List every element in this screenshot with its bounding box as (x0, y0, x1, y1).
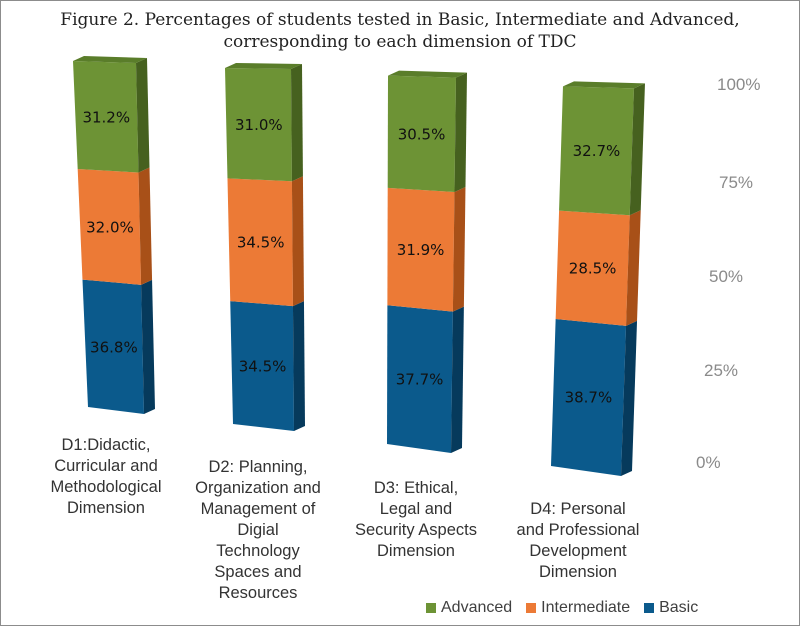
data-label-basic: 34.5% (239, 358, 287, 376)
data-label-basic: 38.7% (565, 389, 613, 407)
category-label: D4: Personal and Professional Development D… (498, 499, 658, 583)
data-label-intermediate: 34.5% (237, 234, 285, 252)
data-label-advanced: 30.5% (398, 125, 446, 143)
category-label-line: Organization and (195, 479, 321, 497)
category-label-line: D4: Personal (530, 500, 626, 518)
title-line-1: Figure 2. Percentages of students tested… (60, 10, 740, 30)
legend-item-basic: Basic (644, 599, 698, 617)
bar-top-face (73, 56, 147, 63)
category-label-line: Dimension (539, 563, 617, 581)
legend-swatch-intermediate (526, 602, 537, 613)
category-label-line: Dimension (377, 542, 455, 560)
y-tick-label: 0% (696, 453, 721, 472)
legend-item-intermediate: Intermediate (526, 599, 630, 617)
data-label-advanced: 32.7% (573, 142, 621, 160)
bar-advanced-side (454, 72, 468, 192)
bar-advanced-side (136, 58, 150, 173)
bar-intermediate-front (227, 178, 293, 307)
category-label: D1:Didactic, Curricular and Methodological… (26, 435, 186, 519)
bar-basic-side (621, 320, 638, 476)
data-label-basic: 36.8% (90, 338, 138, 356)
bar-advanced-front (225, 68, 292, 182)
data-label-intermediate: 31.9% (397, 241, 445, 259)
y-tick-label: 75% (719, 173, 754, 192)
category-label-line: D1:Didactic, (61, 436, 151, 454)
y-tick-label: 25% (704, 361, 739, 380)
bar-top-face (388, 70, 468, 78)
category-label-line: Security Aspects (355, 521, 477, 539)
category-label-line: Methodological (50, 478, 162, 496)
bar-advanced-front (559, 86, 634, 216)
bar-basic-side (292, 301, 305, 431)
bar-advanced-side (291, 64, 303, 182)
category-label-line: Management of (200, 500, 316, 518)
legend-label: Advanced (441, 599, 513, 616)
title-line-2: corresponding to each dimension of TDC (223, 32, 577, 52)
data-label-advanced: 31.2% (82, 108, 130, 126)
bar-top-face (225, 63, 302, 69)
category-label-line: Digial (237, 521, 279, 539)
bar-intermediate-front (77, 168, 142, 285)
category-label-line: Spaces and (214, 563, 302, 581)
category-label-line: Resources (218, 584, 298, 602)
category-label-line: Legal and (379, 500, 453, 518)
category-label-line: Development (529, 542, 627, 560)
bar-intermediate-side (138, 167, 153, 285)
bar-intermediate-side (452, 187, 466, 312)
data-label-intermediate: 32.0% (86, 218, 134, 236)
legend-item-advanced: Advanced (426, 599, 512, 617)
category-label: D2: Planning, Organization and Management … (178, 457, 338, 604)
bar-basic-front (230, 301, 294, 431)
bar-basic-side (451, 306, 464, 453)
bar-intermediate-front (555, 210, 630, 326)
data-label-intermediate: 28.5% (569, 260, 617, 278)
bar-basic-front (551, 318, 627, 476)
bar-intermediate-side (626, 210, 641, 326)
bar-advanced-front (387, 75, 457, 192)
legend-label: Basic (659, 599, 699, 616)
bar-advanced-side (629, 83, 645, 216)
category-label: D3: Ethical, Legal and Security Aspects Dim… (336, 478, 496, 562)
legend-swatch-advanced (426, 602, 436, 613)
category-label-line: Curricular and (54, 457, 158, 475)
bar-intermediate-front (387, 187, 455, 312)
legend-label: Intermediate (541, 599, 631, 616)
category-label-line: D3: Ethical, (373, 479, 459, 497)
chart-title: Figure 2. Percentages of students tested… (1, 9, 799, 53)
bar-basic-side (141, 279, 155, 414)
category-label-line: Technology (216, 542, 300, 560)
bar-basic-front (387, 305, 453, 453)
bar-top-face (562, 81, 645, 89)
category-label-line: Dimension (67, 499, 145, 517)
legend-swatch-basic (644, 602, 655, 613)
category-label-line: D2: Planning, (208, 458, 308, 476)
bar-intermediate-side (291, 176, 304, 307)
y-tick-label: 100% (717, 75, 761, 94)
bar-advanced-front (73, 61, 139, 173)
legend: Advanced Intermediate Basic (426, 599, 698, 617)
data-label-basic: 37.7% (396, 370, 444, 388)
y-tick-label: 50% (709, 267, 744, 286)
bar-basic-front (82, 279, 144, 414)
data-label-advanced: 31.0% (235, 116, 283, 134)
category-label-line: and Professional (516, 521, 640, 539)
